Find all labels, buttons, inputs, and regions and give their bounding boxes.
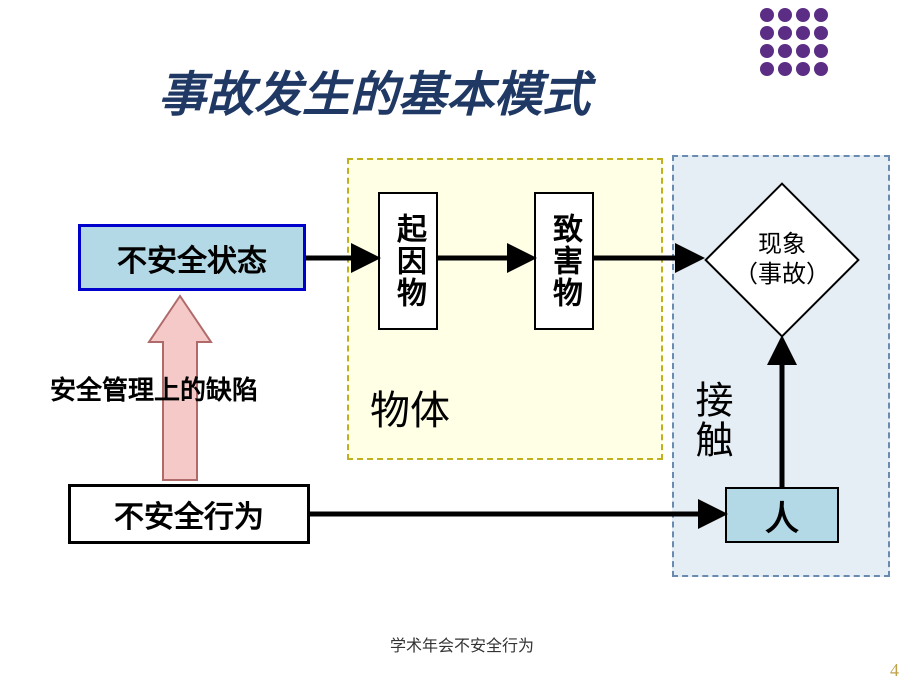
- slide-title: 事故发生的基本模式: [158, 55, 590, 125]
- page-number: 4: [890, 660, 899, 681]
- node-harm-text: 致害物: [542, 213, 586, 309]
- node-person: 人: [725, 487, 839, 543]
- node-harm: 致害物: [534, 192, 594, 330]
- zone-contact-label-text: 接触: [683, 380, 738, 460]
- node-cause: 起因物: [378, 192, 438, 330]
- node-cause-text: 起因物: [386, 213, 430, 309]
- zone-object-label: 物体: [370, 378, 450, 436]
- decor-dots-icon: [760, 8, 828, 76]
- node-phenomenon-text: 现象 （事故）: [734, 230, 830, 290]
- phenomenon-line1: 现象: [734, 230, 830, 260]
- zone-contact-label: 接触: [683, 380, 738, 470]
- node-phenomenon: 现象 （事故）: [727, 205, 837, 315]
- phenomenon-line2: （事故）: [734, 260, 830, 290]
- node-unsafe-behavior: 不安全行为: [68, 484, 310, 544]
- slide-canvas: 事故发生的基本模式 物体 接触 不安全状态 不安全行为 安全管理上的缺陷 起因物…: [0, 0, 920, 690]
- footer-text: 学术年会不安全行为: [390, 632, 534, 656]
- node-mgmt-defect: 安全管理上的缺陷: [50, 370, 258, 407]
- node-unsafe-state: 不安全状态: [78, 224, 306, 291]
